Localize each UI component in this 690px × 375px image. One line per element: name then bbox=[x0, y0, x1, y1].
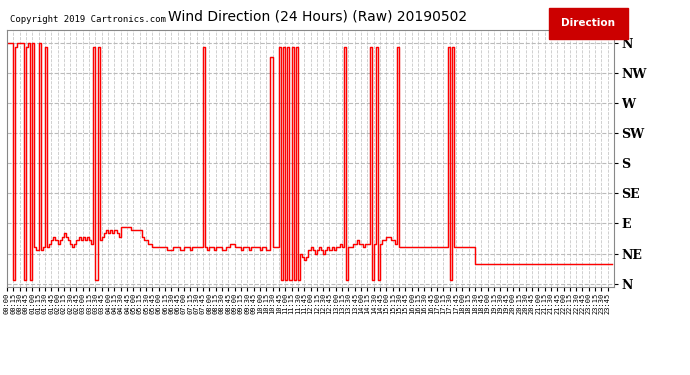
Text: Direction: Direction bbox=[561, 18, 615, 28]
Text: Wind Direction (24 Hours) (Raw) 20190502: Wind Direction (24 Hours) (Raw) 20190502 bbox=[168, 9, 467, 23]
Text: Copyright 2019 Cartronics.com: Copyright 2019 Cartronics.com bbox=[10, 15, 166, 24]
